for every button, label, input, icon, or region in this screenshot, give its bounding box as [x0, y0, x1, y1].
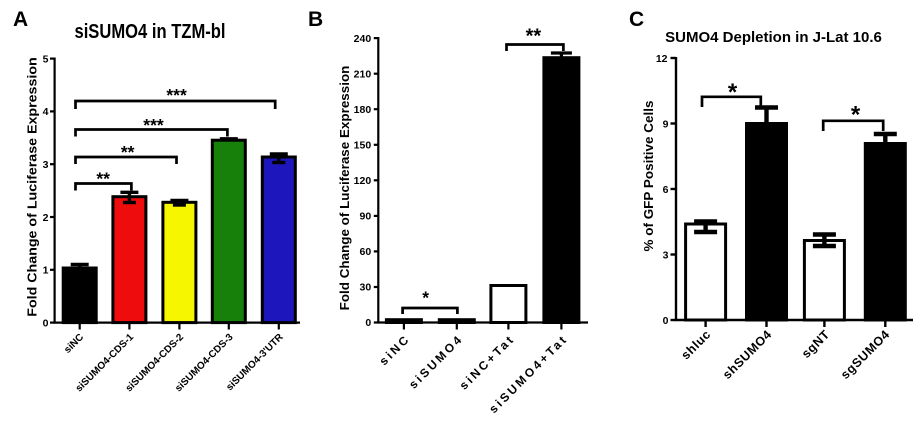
svg-text:C: C: [629, 8, 644, 31]
svg-text:*: *: [851, 102, 861, 129]
svg-text:SUMO4 Depletion in J-Lat 10.6: SUMO4 Depletion in J-Lat 10.6: [665, 29, 882, 46]
svg-text:120: 120: [354, 175, 372, 187]
svg-text:3: 3: [43, 159, 49, 171]
svg-text:9: 9: [663, 118, 669, 130]
svg-text:150: 150: [354, 140, 372, 152]
svg-text:5: 5: [43, 53, 49, 65]
svg-text:% of GFP Positive Cells: % of GFP Positive Cells: [641, 101, 655, 252]
svg-text:**: **: [121, 142, 135, 162]
svg-text:Fold Change of Luciferase Expr: Fold Change of Luciferase Expression: [25, 57, 39, 316]
svg-text:12: 12: [656, 53, 668, 65]
svg-text:**: **: [96, 169, 110, 189]
svg-text:**: **: [526, 26, 542, 48]
svg-text:6: 6: [663, 184, 669, 196]
svg-text:A: A: [13, 8, 28, 31]
svg-text:0: 0: [365, 317, 371, 329]
svg-text:90: 90: [360, 211, 372, 223]
svg-text:0: 0: [663, 315, 669, 327]
svg-text:***: ***: [143, 115, 164, 135]
svg-text:4: 4: [43, 106, 49, 118]
svg-text:*: *: [422, 288, 429, 308]
svg-text:Fold Change of Luciferase Expr: Fold Change of Luciferase Expression: [337, 66, 351, 311]
svg-text:*: *: [728, 79, 738, 106]
svg-text:180: 180: [354, 104, 372, 116]
svg-text:1: 1: [43, 265, 49, 277]
svg-text:240: 240: [354, 33, 372, 45]
svg-text:210: 210: [354, 68, 372, 80]
svg-text:2: 2: [43, 212, 49, 224]
svg-text:3: 3: [663, 249, 669, 261]
svg-text:B: B: [308, 8, 323, 31]
svg-text:60: 60: [360, 246, 372, 258]
svg-text:siSUMO4 in TZM-bl: siSUMO4 in TZM-bl: [74, 19, 225, 42]
svg-text:30: 30: [360, 282, 372, 294]
svg-text:***: ***: [166, 85, 187, 105]
svg-text:0: 0: [43, 317, 49, 329]
